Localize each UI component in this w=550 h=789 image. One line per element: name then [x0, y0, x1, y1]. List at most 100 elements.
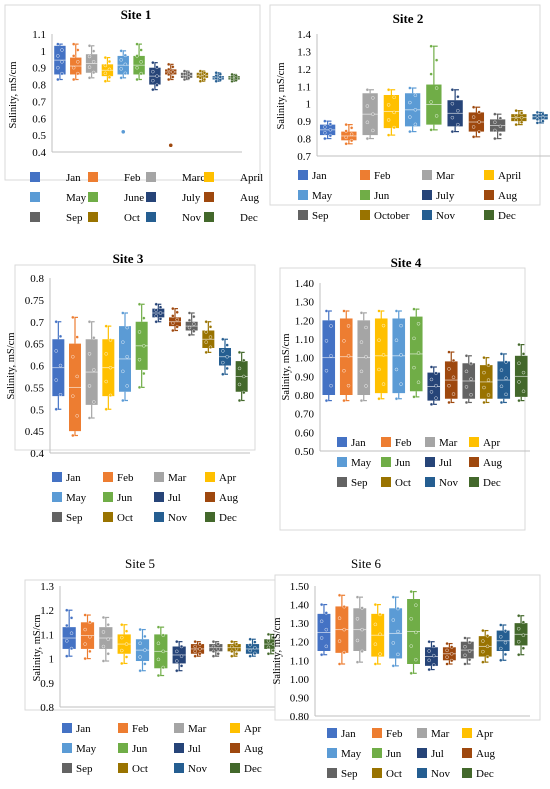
data-point [166, 77, 171, 82]
data-point [186, 76, 191, 80]
data-point [108, 338, 113, 342]
data-point [469, 377, 473, 381]
legend-label: Dec [244, 763, 262, 775]
legend-label: April [240, 172, 263, 184]
y-tick-label: 0.55 [25, 382, 45, 394]
data-point [91, 60, 96, 64]
data-point [409, 644, 413, 648]
legend-swatch-mar [422, 170, 432, 180]
data-point [477, 110, 481, 114]
data-point [266, 645, 271, 650]
data-point [328, 128, 333, 132]
data-point [342, 605, 346, 609]
legend-swatch-nov [174, 763, 184, 773]
box-jan [322, 309, 336, 403]
data-point [359, 311, 364, 315]
y-tick-label: 0.5 [32, 130, 46, 142]
data-point [202, 74, 207, 78]
data-point [179, 664, 184, 668]
data-point [69, 631, 74, 635]
box-oct [202, 320, 215, 355]
y-tick-label: 1.3 [297, 46, 311, 58]
legend-swatch-may [327, 748, 337, 758]
data-point [373, 622, 378, 627]
box-oct [196, 69, 209, 83]
data-point [92, 368, 96, 372]
data-point [517, 627, 521, 631]
box-sep [209, 639, 223, 658]
data-point [391, 618, 396, 622]
data-point [204, 330, 208, 334]
data-point [463, 636, 467, 640]
data-point [75, 335, 79, 339]
legend-swatch-nov [425, 477, 435, 487]
box-mar [85, 320, 98, 420]
data-point [242, 390, 246, 395]
legend-label: Nov [431, 768, 450, 780]
box-feb [339, 309, 353, 403]
y-tick-label: 0.5 [30, 404, 44, 416]
legend-swatch-jan [337, 437, 347, 447]
data-point [493, 128, 497, 133]
y-tick-label: 0.7 [297, 151, 311, 163]
legend-swatch-mar [174, 723, 184, 733]
legend-label: Sep [66, 212, 83, 224]
data-point [360, 606, 364, 610]
data-point [342, 398, 346, 403]
data-point [123, 53, 128, 58]
data-point [413, 122, 418, 127]
legend-label: Aug [483, 457, 502, 469]
legend-swatch-feb [88, 172, 98, 182]
data-point [137, 385, 142, 390]
legend-label: Jan [66, 172, 81, 184]
data-point [214, 73, 218, 78]
data-point [432, 644, 436, 649]
box-mar [357, 311, 371, 403]
data-point [329, 324, 333, 328]
legend-swatch-nov [146, 212, 156, 222]
data-point [324, 398, 329, 403]
data-point [344, 142, 348, 146]
data-point [143, 634, 147, 639]
legend-label: Jun [395, 457, 411, 469]
data-point [521, 633, 526, 637]
data-point [175, 669, 179, 673]
box-oct [227, 639, 241, 658]
data-point [192, 322, 196, 326]
data-point [342, 369, 346, 373]
data-point [499, 646, 503, 651]
box-jul [425, 640, 438, 672]
data-point [135, 54, 139, 58]
y-axis-label: Salinity, mS/cm [32, 615, 43, 682]
legend-swatch-feb [360, 170, 370, 180]
legend-swatch-sep [30, 212, 40, 222]
data-point [216, 652, 220, 656]
data-point [451, 358, 456, 363]
chart-site-1: Site 1 0.4 0.5 0.6 0.7 0.8 0.9 1 1.1 Salinity, mS… [4, 4, 263, 224]
data-point [391, 664, 396, 668]
data-point [482, 370, 486, 375]
data-point [156, 673, 161, 678]
data-point [54, 407, 58, 411]
y-tick-label: 0.8 [40, 702, 54, 714]
data-point [471, 105, 476, 109]
data-point [521, 370, 526, 375]
legend-swatch-mar [417, 728, 427, 738]
data-point [434, 396, 438, 400]
data-point [182, 69, 187, 73]
data-point [373, 602, 378, 607]
data-point [451, 375, 456, 379]
data-point [119, 49, 123, 53]
data-point [359, 398, 364, 403]
data-point [208, 335, 213, 339]
data-point [204, 350, 208, 355]
box-may [404, 86, 421, 134]
data-point [450, 115, 455, 120]
data-point [101, 644, 106, 649]
data-point [434, 58, 439, 62]
data-point [211, 649, 216, 654]
data-point [248, 654, 252, 658]
data-point [412, 365, 416, 370]
legend-label: Jul [168, 492, 181, 504]
data-point [120, 661, 124, 666]
